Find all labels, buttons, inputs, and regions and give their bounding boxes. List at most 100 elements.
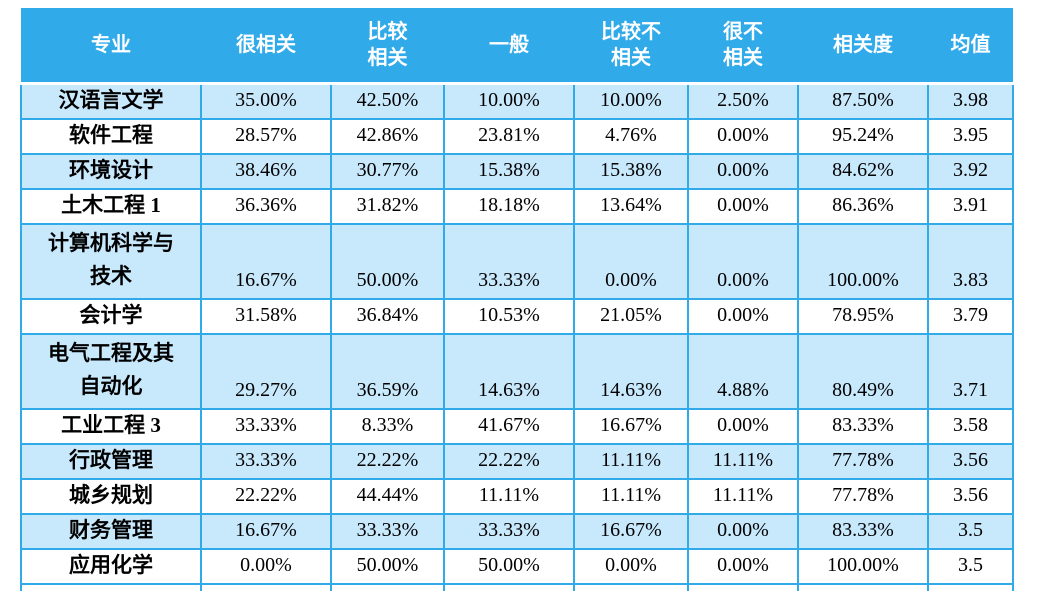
value-cell: 100.00% <box>797 548 929 585</box>
value-cell: 3.98 <box>927 82 1014 120</box>
major-name-cell: 行政管理 <box>20 443 202 480</box>
value-cell: 8.33% <box>330 408 445 445</box>
major-name-cell: 应用化学 <box>20 548 202 585</box>
value-cell: 3.95 <box>927 118 1014 155</box>
value-cell: 42.86% <box>330 118 445 155</box>
value-cell: 36.36% <box>200 188 332 225</box>
value-cell: 3.92 <box>927 153 1014 190</box>
value-cell: 0.00% <box>687 188 799 225</box>
table-row: 环境设计 38.46% 30.77% 15.38% 15.38% 0.00% 84.62%… <box>20 153 1014 190</box>
value-cell: 33.33% <box>443 513 575 550</box>
value-cell: 0.00% <box>573 548 689 585</box>
table-row: 软件工程 28.57% 42.86% 23.81% 4.76% 0.00% 95.24% 3… <box>20 118 1014 155</box>
table-row: 电气工程及其 自动化 29.27% 36.59% 14.63% 14.63% 4.88%… <box>20 333 1014 410</box>
value-cell: 0.00% <box>200 548 332 585</box>
table-row: 计算机科学与 技术 16.67% 50.00% 33.33% 0.00% 0.00% 10… <box>20 223 1014 300</box>
cutoff-partial-row <box>20 583 1014 591</box>
value-cell: 21.05% <box>573 298 689 335</box>
value-cell: 3.83 <box>927 223 1014 300</box>
value-cell: 50.00% <box>330 548 445 585</box>
value-cell <box>200 583 332 591</box>
value-cell: 16.67% <box>200 223 332 300</box>
major-name-cell: 土木工程 1 <box>20 188 202 225</box>
value-cell: 11.11% <box>573 478 689 515</box>
table-row: 土木工程 1 36.36% 31.82% 18.18% 13.64% 0.00% 86.3… <box>20 188 1014 225</box>
table-row: 应用化学 0.00% 50.00% 50.00% 0.00% 0.00% 100.00% 3… <box>20 548 1014 585</box>
value-cell: 16.67% <box>573 408 689 445</box>
value-cell: 11.11% <box>443 478 575 515</box>
table-row: 工业工程 3 33.33% 8.33% 41.67% 16.67% 0.00% 83.33… <box>20 408 1014 445</box>
value-cell: 3.91 <box>927 188 1014 225</box>
value-cell: 95.24% <box>797 118 929 155</box>
value-cell <box>330 583 445 591</box>
value-cell: 78.95% <box>797 298 929 335</box>
value-cell: 16.67% <box>573 513 689 550</box>
table-row: 会计学 31.58% 36.84% 10.53% 21.05% 0.00% 78.95% 3… <box>20 298 1014 335</box>
value-cell: 3.5 <box>927 548 1014 585</box>
value-cell: 36.84% <box>330 298 445 335</box>
value-cell: 0.00% <box>687 548 799 585</box>
value-cell: 10.00% <box>443 82 575 120</box>
table-row: 行政管理 33.33% 22.22% 22.22% 11.11% 11.11% 77.78… <box>20 443 1014 480</box>
column-header-very_relevant: 很相关 <box>201 8 331 84</box>
value-cell: 22.22% <box>443 443 575 480</box>
value-cell: 0.00% <box>687 513 799 550</box>
major-name-cell: 财务管理 <box>20 513 202 550</box>
value-cell: 50.00% <box>443 548 575 585</box>
major-name-cell: 环境设计 <box>20 153 202 190</box>
major-name-cell: 城乡规划 <box>20 478 202 515</box>
value-cell <box>573 583 689 591</box>
value-cell: 3.56 <box>927 478 1014 515</box>
value-cell: 23.81% <box>443 118 575 155</box>
table-row: 财务管理 16.67% 33.33% 33.33% 16.67% 0.00% 83.33%… <box>20 513 1014 550</box>
value-cell <box>797 583 929 591</box>
value-cell: 15.38% <box>573 153 689 190</box>
value-cell: 10.53% <box>443 298 575 335</box>
column-header-fairly_relevant: 比较 相关 <box>331 8 444 84</box>
value-cell: 0.00% <box>687 298 799 335</box>
value-cell: 77.78% <box>797 478 929 515</box>
column-header-relevance: 相关度 <box>798 8 928 84</box>
value-cell: 0.00% <box>687 223 799 300</box>
column-header-mean: 均值 <box>928 8 1013 84</box>
value-cell: 22.22% <box>200 478 332 515</box>
column-header-fairly_irrelevant: 比较不 相关 <box>574 8 688 84</box>
column-header-very_irrelevant: 很不 相关 <box>688 8 798 84</box>
value-cell: 31.82% <box>330 188 445 225</box>
major-name-cell: 软件工程 <box>20 118 202 155</box>
value-cell: 33.33% <box>200 443 332 480</box>
value-cell: 16.67% <box>200 513 332 550</box>
value-cell: 13.64% <box>573 188 689 225</box>
major-relevance-table: 专业 很相关 比较 相关 一般 比较不 相关 很不 相关 相关度 均值 汉语言文学 35.00… <box>20 8 1014 591</box>
table-body: 汉语言文学 35.00% 42.50% 10.00% 10.00% 2.50% 87.50… <box>20 82 1014 591</box>
major-name-cell: 计算机科学与 技术 <box>20 223 202 300</box>
value-cell: 35.00% <box>200 82 332 120</box>
value-cell <box>687 583 799 591</box>
value-cell: 3.71 <box>927 333 1014 410</box>
column-header-average: 一般 <box>444 8 574 84</box>
value-cell: 86.36% <box>797 188 929 225</box>
value-cell: 3.5 <box>927 513 1014 550</box>
major-name-cell: 汉语言文学 <box>20 82 202 120</box>
value-cell: 28.57% <box>200 118 332 155</box>
value-cell: 0.00% <box>687 408 799 445</box>
value-cell: 18.18% <box>443 188 575 225</box>
major-name-cell: 电气工程及其 自动化 <box>20 333 202 410</box>
table-row: 汉语言文学 35.00% 42.50% 10.00% 10.00% 2.50% 87.50… <box>20 82 1014 120</box>
value-cell: 33.33% <box>330 513 445 550</box>
value-cell: 80.49% <box>797 333 929 410</box>
value-cell: 0.00% <box>573 223 689 300</box>
value-cell: 11.11% <box>687 478 799 515</box>
value-cell: 4.88% <box>687 333 799 410</box>
value-cell: 29.27% <box>200 333 332 410</box>
value-cell <box>927 583 1014 591</box>
column-header-major: 专业 <box>21 8 201 84</box>
value-cell: 84.62% <box>797 153 929 190</box>
value-cell: 22.22% <box>330 443 445 480</box>
value-cell: 3.56 <box>927 443 1014 480</box>
value-cell: 44.44% <box>330 478 445 515</box>
value-cell <box>20 583 202 591</box>
value-cell: 11.11% <box>573 443 689 480</box>
value-cell: 0.00% <box>687 118 799 155</box>
